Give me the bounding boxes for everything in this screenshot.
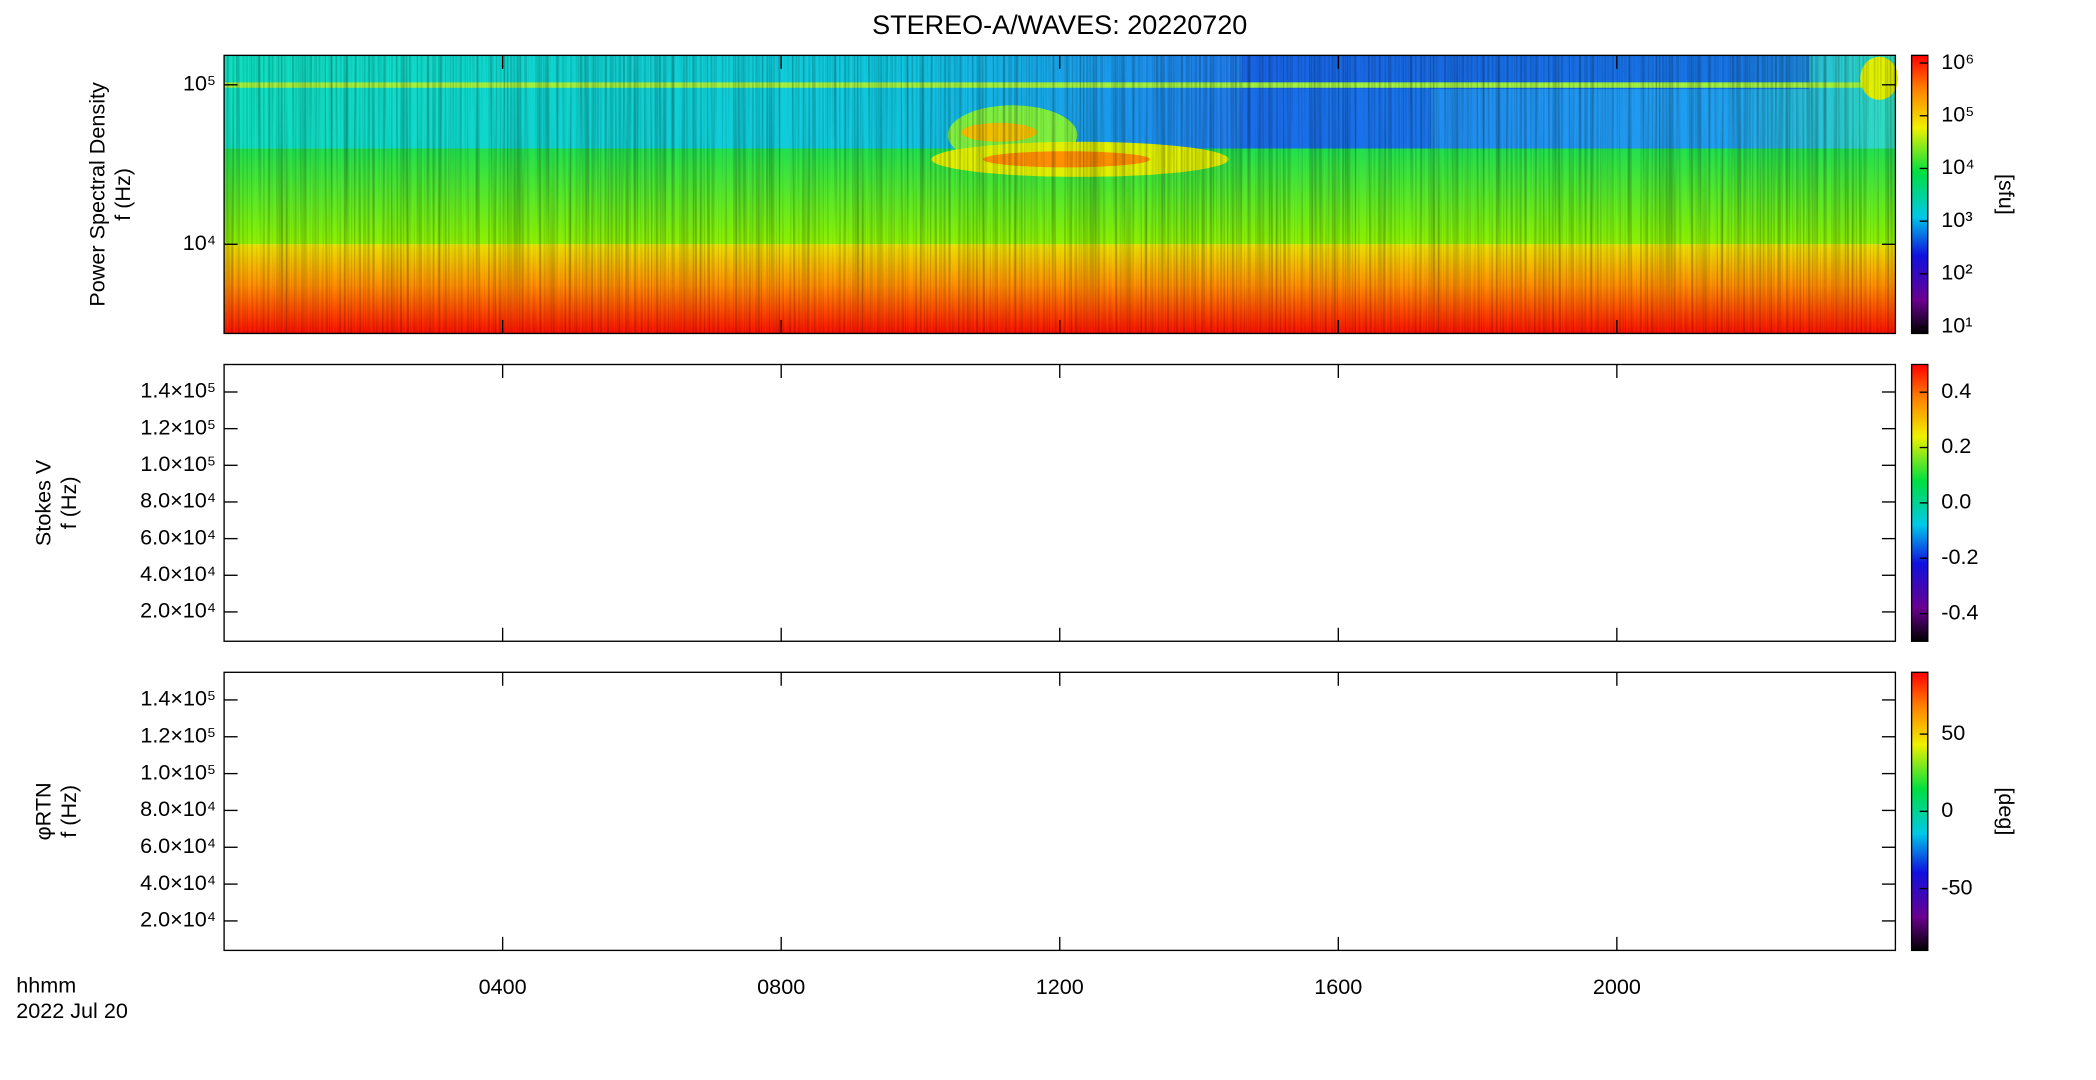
y-tick-label: 1.4×10⁵ <box>140 378 216 403</box>
chart-title: STEREO-A/WAVES: 20220720 <box>872 10 1247 40</box>
colorbar-tick-label: 10⁴ <box>1941 154 1974 179</box>
colorbar-label: [deg] <box>1994 787 2019 835</box>
colorbar-tick-label: 10¹ <box>1941 312 1972 337</box>
colorbar-tick-label: -0.2 <box>1941 544 1978 569</box>
colorbar-tick-label: 0.2 <box>1941 433 1971 458</box>
y-tick-label: 2.0×10⁴ <box>140 598 216 623</box>
y-axis-label: f (Hz) <box>110 168 135 221</box>
colorbar-tick-label: 10³ <box>1941 207 1972 232</box>
colorbar-tick-label: 10⁵ <box>1941 101 1974 126</box>
colorbar-tick-label: -0.4 <box>1941 599 1978 624</box>
y-tick-label: 1.2×10⁵ <box>140 414 216 439</box>
colorbar-tick-label: 10⁶ <box>1941 49 1974 74</box>
spectrogram-image <box>224 55 1899 334</box>
y-tick-label: 10⁵ <box>183 71 216 96</box>
colorbar-tick-label: 0 <box>1941 797 1953 822</box>
y-axis-label: f (Hz) <box>56 476 81 529</box>
x-tick-label: 1200 <box>1036 974 1084 999</box>
colorbar <box>1910 54 1929 335</box>
panel-frame <box>223 671 1897 952</box>
x-axis-date: 2022 Jul 20 <box>16 998 128 1023</box>
x-tick-label: 1600 <box>1314 974 1362 999</box>
y-tick-label: 6.0×10⁴ <box>140 524 216 549</box>
y-tick-label: 10⁴ <box>183 230 216 255</box>
y-tick-label: 6.0×10⁴ <box>140 833 216 858</box>
colorbar-tick-label: 50 <box>1941 720 1965 745</box>
colorbar-tick-label: -50 <box>1941 874 1972 899</box>
y-tick-label: 2.0×10⁴ <box>140 907 216 932</box>
y-tick-label: 1.4×10⁵ <box>140 686 216 711</box>
y-tick-label: 4.0×10⁴ <box>140 870 216 895</box>
x-tick-label: 2000 <box>1593 974 1641 999</box>
colorbar-tick-label: 10² <box>1941 260 1972 285</box>
x-tick-label: 0400 <box>479 974 527 999</box>
y-tick-label: 1.0×10⁵ <box>140 759 216 784</box>
colorbar-label: [sfu] <box>1994 174 2019 215</box>
y-tick-label: 8.0×10⁴ <box>140 488 216 513</box>
panel-frame <box>223 363 1897 642</box>
y-axis-label: f (Hz) <box>56 785 81 838</box>
y-tick-label: 4.0×10⁴ <box>140 561 216 586</box>
y-axis-label: φRTN <box>30 782 55 840</box>
y-axis-label: Power Spectral Density <box>84 82 109 307</box>
y-tick-label: 1.2×10⁵ <box>140 722 216 747</box>
y-tick-label: 1.0×10⁵ <box>140 451 216 476</box>
colorbar-tick-label: 0.4 <box>1941 378 1971 403</box>
y-tick-label: 8.0×10⁴ <box>140 796 216 821</box>
x-tick-label: 0800 <box>757 974 805 999</box>
y-axis-label: Stokes V <box>30 459 55 546</box>
plot-area: STEREO-A/WAVES: 20220720 10⁴ 10⁵ Power Spe… <box>16 10 2019 1023</box>
colorbar-tick-label: 0.0 <box>1941 489 1971 514</box>
x-axis-label: hhmm <box>16 973 76 998</box>
